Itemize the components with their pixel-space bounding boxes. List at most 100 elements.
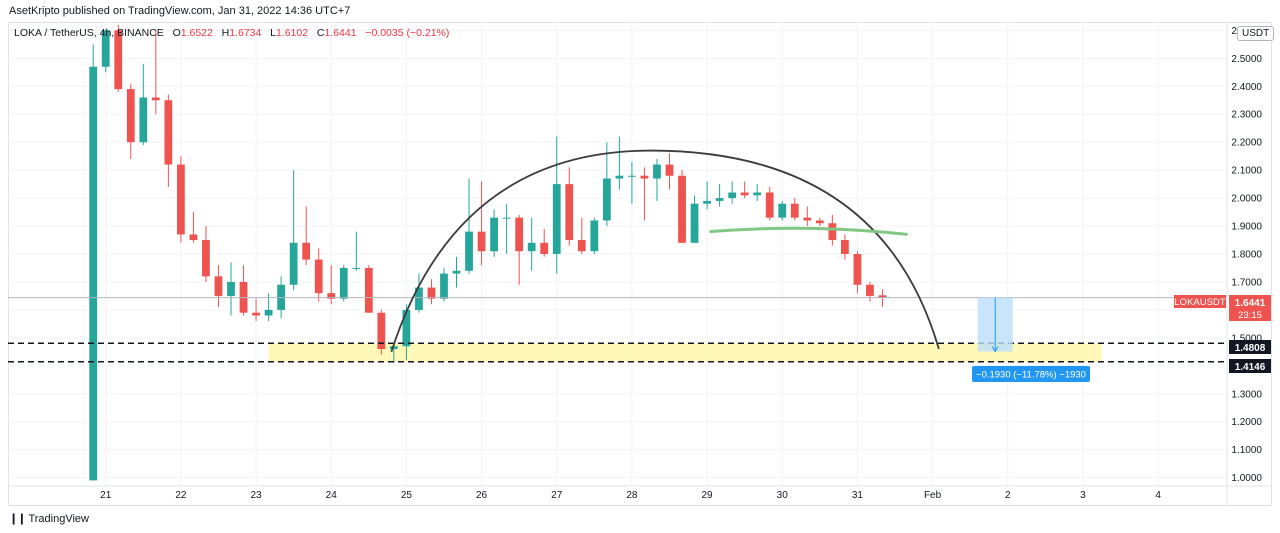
- candle-body: [703, 200, 711, 204]
- price-tags-layer: LOKAUSDT 1.6441 23:15 1.4808 1.4146 −0.1…: [972, 295, 1271, 382]
- support-zone: [268, 343, 1102, 362]
- legend-symbol[interactable]: LOKA / TetherUS, 4h, BINANCE: [14, 27, 164, 39]
- x-tick-label: 2: [1005, 490, 1011, 501]
- candle-body: [227, 281, 235, 296]
- candle-body: [690, 203, 699, 243]
- y-tick-label: 2.0000: [1231, 194, 1262, 205]
- candle-body: [490, 217, 498, 252]
- legend-high-label: H: [221, 27, 230, 39]
- tradingview-logo[interactable]: ❙❙ TradingView: [9, 512, 89, 525]
- y-tick-label: 1.0000: [1231, 473, 1262, 484]
- x-tick-label: 31: [852, 490, 864, 501]
- x-tick-label: 28: [626, 490, 638, 501]
- tradingview-logo-icon: ❙❙: [9, 512, 26, 525]
- x-tick-label: 4: [1155, 490, 1161, 501]
- candle-body: [289, 242, 298, 285]
- grid-lines: [8, 22, 1227, 486]
- y-tick-label: 1.7000: [1231, 277, 1262, 288]
- candle-body: [89, 66, 98, 481]
- legend-change: −0.0035 (−0.21%): [365, 27, 450, 39]
- candles-layer: [89, 24, 887, 481]
- support-top-tag-bg: [1229, 340, 1271, 354]
- measure-label-bg: [972, 366, 1090, 382]
- x-tick-label: 3: [1080, 490, 1086, 501]
- x-tick-label: 22: [175, 490, 187, 501]
- legend-close-label: C: [316, 27, 325, 39]
- candle-body: [126, 89, 135, 143]
- support-bottom-tag: 1.4146: [1235, 362, 1266, 373]
- symbol-price-tag-bg: [1174, 295, 1226, 308]
- candle-body: [828, 223, 837, 241]
- legend-high-value: 1.6734: [229, 27, 262, 39]
- chart-frame: [8, 22, 1272, 506]
- last-price-tag: 1.6441: [1235, 298, 1266, 309]
- publish-info: AsetKripto published on TradingView.com,…: [9, 5, 351, 17]
- candle-body: [151, 97, 160, 101]
- candle-body: [389, 346, 398, 350]
- candle-body: [327, 293, 336, 299]
- candle-body: [101, 30, 110, 67]
- candle-body: [114, 30, 123, 90]
- legend-low-label: L: [270, 27, 276, 39]
- symbol-price-tag-label: LOKAUSDT: [1174, 297, 1225, 308]
- y-tick-label: 2.3000: [1231, 110, 1262, 121]
- candle-body: [565, 184, 574, 241]
- support-zone-layer: [268, 343, 1102, 362]
- x-tick-label: 23: [250, 490, 262, 501]
- candle-body: [628, 175, 636, 177]
- candle-body: [139, 97, 148, 143]
- candle-body: [866, 284, 874, 296]
- x-tick-label: 24: [326, 490, 338, 501]
- candle-body: [477, 231, 486, 252]
- y-tick-label: 1.2000: [1231, 417, 1262, 428]
- y-tick-label: 2.2000: [1231, 138, 1262, 149]
- candle-body: [440, 273, 448, 299]
- legend-close-value: 1.6441: [324, 27, 357, 39]
- candle-body: [314, 259, 323, 294]
- candle-body: [602, 178, 611, 221]
- candle-body: [189, 234, 198, 241]
- candle-body: [765, 192, 774, 218]
- measure-label: −0.1930 (−11.78%) −1930: [976, 370, 1086, 381]
- candle-body: [452, 270, 461, 274]
- candle-body: [590, 220, 599, 252]
- y-tick-label: 1.9000: [1231, 222, 1262, 233]
- candle-body: [252, 312, 260, 316]
- currency-selector[interactable]: USDT: [1237, 26, 1275, 41]
- candle-body: [853, 254, 862, 285]
- x-tick-label: Feb: [924, 490, 942, 501]
- candle-body: [202, 240, 210, 277]
- candle-body: [790, 203, 799, 218]
- candle-body: [715, 198, 724, 201]
- x-tick-label: 25: [401, 490, 413, 501]
- candle-body: [465, 231, 473, 271]
- candle-body: [364, 267, 373, 313]
- legend-open-label: O: [172, 27, 181, 39]
- candle-body: [502, 217, 511, 219]
- y-tick-label: 1.3000: [1231, 389, 1262, 400]
- rounding-top-arc: [390, 149, 940, 353]
- y-tick-label: 2.4000: [1231, 82, 1262, 93]
- y-tick-label: 1.1000: [1231, 445, 1262, 456]
- legend-open-value: 1.6522: [180, 27, 213, 39]
- candle-body: [427, 287, 436, 299]
- support-bottom-tag-bg: [1229, 359, 1271, 373]
- candle-body: [302, 242, 311, 260]
- candle-body: [803, 217, 812, 221]
- candle-body: [640, 175, 649, 179]
- candle-body: [402, 309, 411, 347]
- support-top-tag: 1.4808: [1235, 343, 1266, 354]
- candle-body: [878, 295, 887, 298]
- candle-body: [615, 175, 624, 179]
- x-tick-label: 21: [100, 490, 112, 501]
- candle-body: [339, 267, 348, 299]
- candle-body: [778, 203, 787, 218]
- candle-body: [665, 164, 674, 176]
- candle-body: [540, 242, 549, 254]
- candle-body: [653, 164, 661, 179]
- y-tick-label: 1.8000: [1231, 250, 1262, 261]
- candle-body: [164, 100, 173, 165]
- candle-body: [415, 287, 423, 310]
- x-tick-label: 26: [476, 490, 488, 501]
